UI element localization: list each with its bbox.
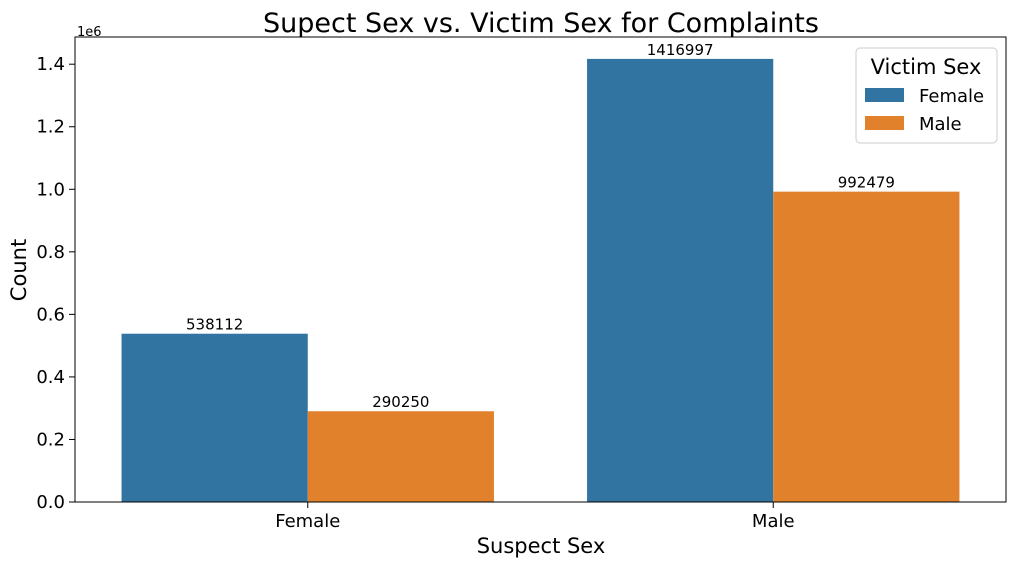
bar-female-suspect-male-victim bbox=[307, 411, 494, 502]
bar-male-suspect-female-victim bbox=[587, 58, 774, 502]
y-axis-label: Count bbox=[7, 239, 31, 301]
y-tick-label: 1.4 bbox=[36, 54, 65, 75]
legend: Victim Sex Female Male bbox=[855, 47, 998, 144]
y-tick-label: 1.2 bbox=[36, 117, 65, 138]
y-tick-label: 0.4 bbox=[36, 367, 65, 388]
x-tick-label-male: Male bbox=[752, 511, 795, 532]
y-tick-label: 0.0 bbox=[36, 492, 65, 513]
data-label-female-suspect-female-victim: 538112 bbox=[186, 316, 243, 334]
legend-swatch-male bbox=[865, 116, 904, 130]
bars-layer bbox=[121, 58, 960, 503]
plot-frame bbox=[74, 36, 1007, 503]
y-axis: 0.0 0.2 0.4 0.6 0.8 1.0 1.2 1.4 bbox=[36, 54, 75, 513]
y-tick-label: 0.2 bbox=[36, 429, 65, 450]
legend-swatch-female bbox=[865, 88, 904, 102]
x-axis: Female Male bbox=[275, 502, 795, 532]
y-axis-offset-label: 1e6 bbox=[77, 25, 102, 40]
data-label-male-suspect-female-victim: 1416997 bbox=[647, 41, 714, 59]
bar-female-suspect-female-victim bbox=[121, 333, 308, 502]
legend-entry-male: Male bbox=[919, 114, 962, 135]
x-tick-label-female: Female bbox=[275, 511, 340, 532]
y-tick-label: 0.8 bbox=[36, 242, 65, 263]
chart-title: Supect Sex vs. Victim Sex for Complaints bbox=[263, 8, 819, 39]
bar-male-suspect-male-victim bbox=[773, 191, 960, 503]
legend-title: Victim Sex bbox=[871, 55, 982, 79]
y-tick-label: 0.6 bbox=[36, 304, 65, 325]
data-label-male-suspect-male-victim: 992479 bbox=[838, 174, 895, 192]
x-axis-label: Suspect Sex bbox=[477, 534, 606, 558]
y-tick-label: 1.0 bbox=[36, 179, 65, 200]
legend-entry-female: Female bbox=[919, 86, 984, 107]
data-labels-layer: 538112 1416997 290250 992479 bbox=[186, 41, 895, 411]
data-label-female-suspect-male-victim: 290250 bbox=[372, 393, 429, 411]
